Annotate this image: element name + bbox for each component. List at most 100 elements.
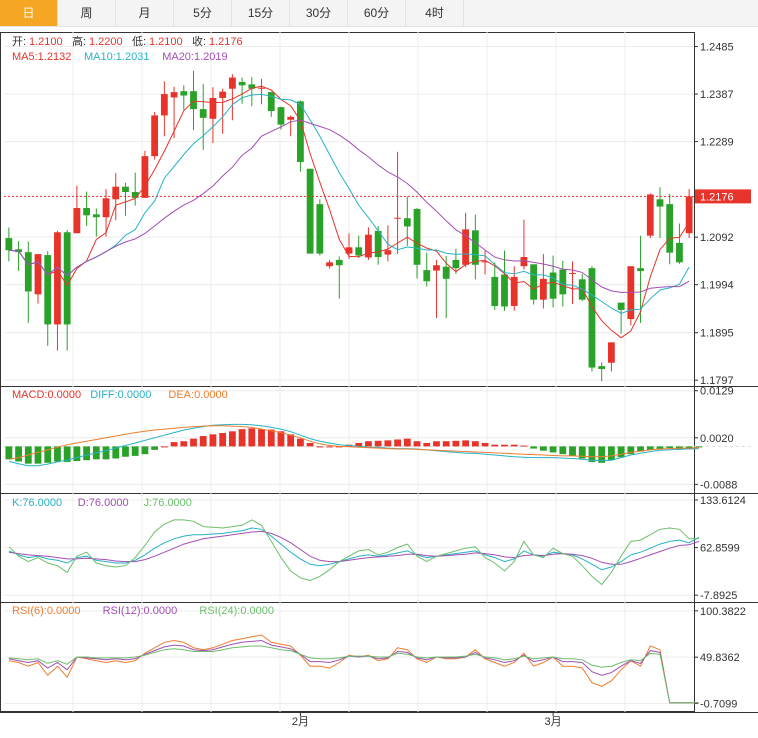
- ohlc-value-2: 1.2100: [149, 36, 183, 48]
- rsi6-line: [8, 634, 699, 704]
- candle-body: [656, 199, 664, 207]
- candle-body: [452, 259, 460, 269]
- current-price-tag: [695, 189, 751, 204]
- y-tick-label-1-4: 1.1994: [700, 280, 734, 292]
- macd-bar: [481, 442, 489, 447]
- y-tick-label-2-1: 0.0020: [700, 433, 734, 445]
- macd-bar: [403, 438, 411, 447]
- macd-bar: [520, 445, 528, 447]
- macd-bar: [501, 444, 508, 447]
- legend-macd-2: DEA:0.0000: [168, 389, 227, 401]
- macd-bar: [646, 446, 654, 450]
- y-tick-label-3-2: -7.8925: [700, 590, 737, 602]
- macd-bar: [44, 446, 52, 463]
- macd-bar: [228, 431, 236, 447]
- macd-bar: [277, 431, 285, 447]
- tab-6[interactable]: 60分: [348, 0, 406, 26]
- candle-body: [297, 101, 304, 162]
- macd-bar: [452, 440, 460, 447]
- candle-body: [92, 214, 100, 218]
- macd-bar: [607, 446, 615, 461]
- candle-body: [403, 218, 411, 227]
- macd-bar: [102, 446, 110, 460]
- candle-body: [238, 81, 246, 86]
- y-tick-label-2-2: -0.0088: [700, 479, 737, 491]
- tab-2[interactable]: 月: [116, 0, 174, 26]
- macd-bar: [73, 446, 81, 462]
- candle-body: [442, 266, 450, 279]
- candle-body: [122, 186, 129, 193]
- macd-bar: [316, 446, 324, 448]
- ma10-line: [8, 93, 690, 314]
- y-tick-label-3-0: 133.6124: [700, 495, 746, 507]
- x-tick-label-0: 2月: [292, 716, 309, 728]
- legend-rsi-2: RSI(24):0.0000: [199, 605, 274, 617]
- macd-bar: [617, 446, 625, 458]
- x-tick-label-1: 3月: [545, 716, 562, 728]
- y-tick-label-1-1: 1.2387: [700, 89, 734, 101]
- macd-bar: [5, 446, 13, 460]
- y-tick-label-1-0: 1.2485: [700, 42, 734, 54]
- tab-5[interactable]: 30分: [290, 0, 348, 26]
- tab-4[interactable]: 15分: [232, 0, 290, 26]
- macd-bar: [656, 446, 664, 449]
- tab-7[interactable]: 4时: [406, 0, 464, 26]
- legend-rsi-1: RSI(12):0.0000: [103, 605, 178, 617]
- macd-bar: [685, 446, 693, 449]
- y-tick-label-4-1: 49.8362: [700, 652, 740, 664]
- macd-bar: [15, 446, 22, 462]
- macd-bar: [627, 446, 635, 455]
- macd-bar: [34, 446, 42, 464]
- tab-3[interactable]: 5分: [174, 0, 232, 26]
- macd-bar: [248, 428, 256, 447]
- candle-body: [73, 208, 81, 234]
- tab-0[interactable]: 日: [0, 0, 58, 26]
- macd-bar: [54, 446, 61, 462]
- ohlc-label-2: 低:: [132, 35, 146, 48]
- legend-ma-1: MA10:1.2031: [84, 51, 149, 63]
- ohlc-value-0: 1.2100: [29, 36, 63, 48]
- macd-bar: [423, 442, 431, 447]
- macd-bar: [588, 446, 596, 462]
- tab-1[interactable]: 周: [58, 0, 116, 26]
- k-line: [8, 527, 700, 571]
- macd-bar: [695, 446, 703, 448]
- candle-body: [209, 97, 217, 119]
- candle-body: [491, 276, 499, 306]
- period-tabs: 日周月 5分 15分 30分 60分 4时: [0, 0, 758, 27]
- macd-bar: [160, 446, 168, 448]
- candle-body: [316, 204, 324, 254]
- y-tick-label-2-0: 0.0129: [700, 386, 734, 398]
- candle-body: [365, 234, 372, 258]
- candle-body: [676, 242, 683, 263]
- macd-bar: [63, 446, 71, 462]
- y-tick-label-4-2: -0.7099: [700, 698, 737, 710]
- macd-bar: [306, 442, 314, 447]
- candle-body: [394, 217, 401, 219]
- macd-bar: [190, 438, 197, 447]
- macd-bar: [637, 446, 644, 452]
- macd-bar: [471, 441, 479, 447]
- candle-body: [199, 109, 207, 118]
- macd-bar: [83, 446, 91, 461]
- candle-body: [54, 232, 61, 325]
- candle-body: [180, 91, 188, 96]
- candle-body: [24, 252, 32, 292]
- y-tick-label-3-1: 62.8599: [700, 543, 740, 555]
- candle-body: [44, 255, 52, 325]
- legend-ma-0: MA5:1.2132: [12, 51, 71, 63]
- candle-body: [112, 186, 120, 200]
- macd-bar: [258, 429, 265, 447]
- candle-body: [258, 87, 265, 89]
- candle-body: [607, 342, 615, 363]
- macd-bar: [287, 434, 295, 447]
- macd-bar: [355, 442, 363, 447]
- macd-bar: [180, 441, 188, 447]
- candle-body: [423, 270, 431, 282]
- candle-body: [219, 91, 227, 98]
- chart-area: 1.2485 1.2387 1.2289 1.2092 1.1994 1.1895 1.17…: [0, 32, 758, 728]
- candle-body: [228, 77, 236, 89]
- candle-body: [549, 272, 557, 299]
- macd-bar: [491, 444, 499, 447]
- macd-bar: [510, 444, 518, 447]
